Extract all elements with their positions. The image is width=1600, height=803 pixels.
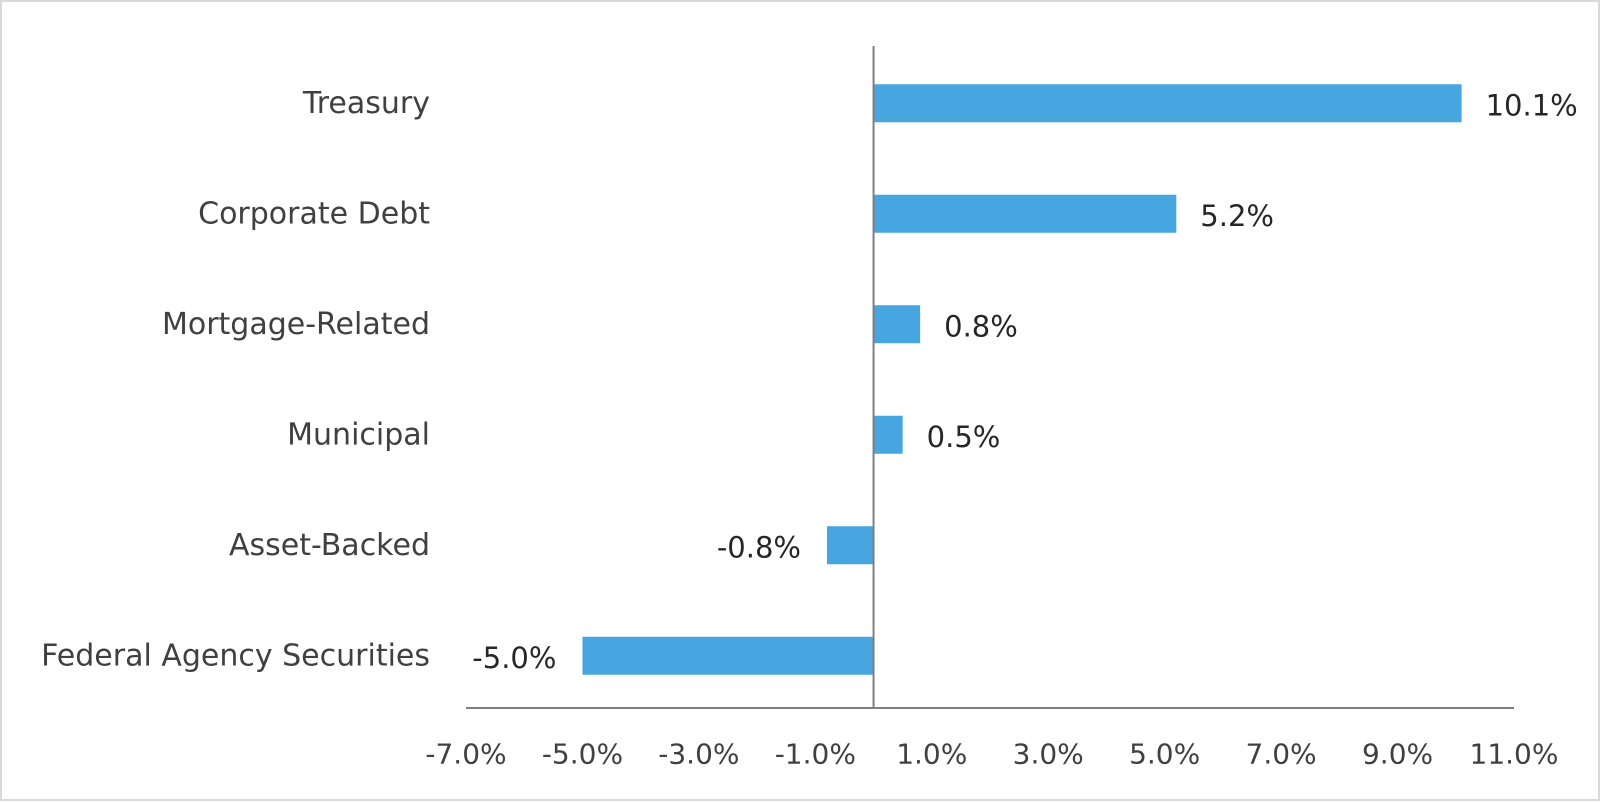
x-tick-label: -1.0% <box>775 738 856 771</box>
x-tick-label: -5.0% <box>542 738 623 771</box>
x-tick-label: 11.0% <box>1470 738 1559 771</box>
value-label: 5.2% <box>1200 199 1274 233</box>
bars-group <box>582 84 1462 675</box>
value-label: 10.1% <box>1486 88 1578 122</box>
category-labels: Treasury Corporate Debt Mortgage-Related Mu… <box>41 86 430 674</box>
value-label: 0.5% <box>927 420 1001 454</box>
x-tick-label: 1.0% <box>896 738 967 771</box>
bar-4 <box>826 526 874 565</box>
value-label: -5.0% <box>472 641 556 675</box>
category-label: Federal Agency Securities <box>41 638 430 673</box>
category-label: Corporate Debt <box>198 196 430 231</box>
value-label: -0.8% <box>717 530 801 564</box>
category-label: Asset-Backed <box>229 528 430 563</box>
bar-5 <box>582 636 874 675</box>
category-label: Mortgage-Related <box>162 307 430 342</box>
x-tick-label: -3.0% <box>658 738 739 771</box>
value-labels: 10.1% 5.2% 0.8% 0.5% -0.8% -5.0% <box>472 88 1577 675</box>
x-tick-label: -7.0% <box>425 738 506 771</box>
bar-1 <box>873 194 1177 233</box>
x-tick-labels: -7.0% -5.0% -3.0% -1.0% 1.0% 3.0% 5.0% 7.0% 9.0%… <box>425 738 1558 771</box>
axes-group <box>466 46 1514 709</box>
category-label: Treasury <box>302 86 430 121</box>
bar-0 <box>873 84 1462 123</box>
x-tick-label: 9.0% <box>1362 738 1433 771</box>
bar-2 <box>873 305 921 344</box>
bar-3 <box>873 415 903 454</box>
category-label: Municipal <box>287 417 430 452</box>
value-label: 0.8% <box>944 309 1018 343</box>
x-tick-label: 7.0% <box>1246 738 1317 771</box>
x-tick-label: 5.0% <box>1129 738 1200 771</box>
x-tick-label: 3.0% <box>1013 738 1084 771</box>
